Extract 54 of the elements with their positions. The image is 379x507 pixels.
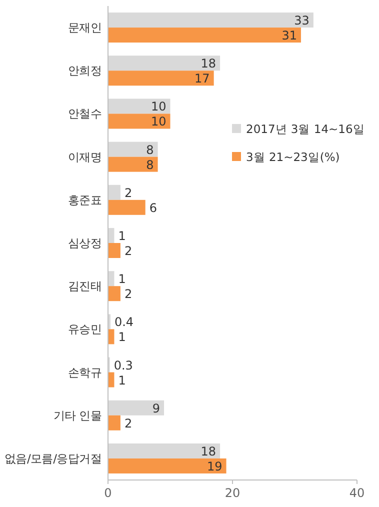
- y-tick-label: 없음/모름/응답거절: [4, 451, 102, 466]
- data-label: 1: [118, 272, 126, 286]
- y-tick-label: 김진태: [68, 279, 102, 294]
- data-label: 10: [150, 114, 166, 129]
- data-label: 17: [194, 72, 210, 86]
- data-label: 2: [124, 287, 132, 302]
- x-tick-label: 20: [224, 486, 240, 500]
- data-label: 10: [150, 100, 166, 114]
- data-label: 8: [146, 142, 154, 157]
- bar: [108, 114, 170, 129]
- bar: [108, 400, 164, 416]
- bar: [108, 156, 158, 172]
- bar: [108, 415, 120, 430]
- data-label: 8: [146, 158, 154, 172]
- bar: [108, 70, 214, 86]
- data-label: 2: [124, 186, 132, 200]
- data-label: 0.4: [114, 315, 134, 330]
- data-label: 2: [124, 416, 132, 430]
- y-tick-label: 손학규: [68, 365, 103, 380]
- data-label: 31: [282, 28, 297, 43]
- data-label: 18: [200, 444, 216, 458]
- bar: [108, 142, 158, 157]
- x-tick-label: 0: [104, 486, 112, 500]
- y-tick-label: 안희정: [68, 64, 102, 78]
- data-label: 1: [118, 373, 126, 388]
- data-label: 9: [152, 401, 160, 416]
- y-tick-label: 이재명: [68, 150, 102, 164]
- legend-label: 3월 21~23일(%): [246, 150, 340, 164]
- bar: [108, 200, 146, 215]
- data-label: 19: [206, 459, 222, 474]
- data-label: 33: [294, 14, 310, 28]
- legend-label: 2017년 3월 14~16일: [246, 122, 365, 136]
- bar: [108, 184, 120, 200]
- bar: [108, 458, 226, 474]
- data-label: 18: [200, 56, 216, 71]
- bar: [108, 28, 301, 43]
- bar: [108, 98, 170, 114]
- data-label: 6: [149, 200, 157, 215]
- bar: [108, 443, 220, 458]
- bar: [108, 243, 120, 258]
- data-label: 1: [118, 229, 126, 243]
- y-tick-label: 심상정: [68, 236, 102, 250]
- y-tick-label: 홍준표: [68, 192, 103, 207]
- y-tick-label: 기타 인물: [53, 408, 103, 422]
- x-tick-label: 40: [349, 486, 365, 500]
- bar: [108, 56, 220, 71]
- y-tick-label: 문재인: [68, 20, 102, 35]
- data-label: 1: [118, 330, 126, 344]
- data-label: 0.3: [114, 358, 133, 372]
- bar: [108, 286, 120, 302]
- y-tick-label: 유승민: [68, 322, 102, 336]
- data-label: 2: [124, 244, 132, 258]
- y-tick-label: 안철수: [68, 106, 103, 121]
- bar: [108, 12, 314, 28]
